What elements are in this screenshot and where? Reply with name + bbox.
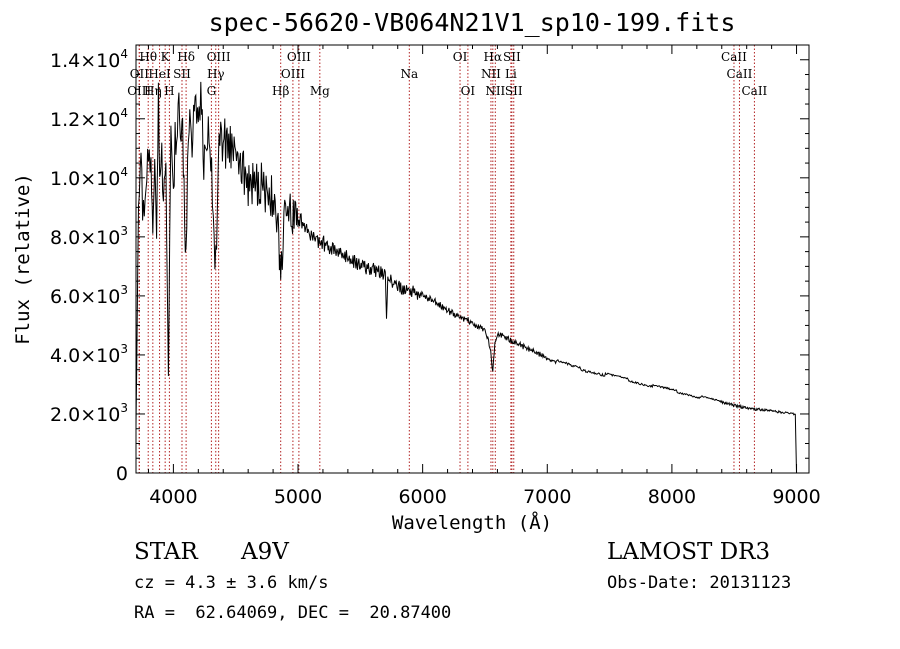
line-label-hη: Hη: [144, 84, 162, 98]
line-label-k: K: [161, 50, 171, 64]
y-tick-exponent: 3: [120, 401, 128, 415]
y-tick-exponent: 4: [120, 47, 128, 61]
line-label-li: Li: [505, 67, 517, 81]
y-tick-exponent: 4: [120, 106, 128, 120]
line-label-oi: OI: [453, 50, 468, 64]
y-tick-mantissa: 8.0×10: [50, 227, 120, 249]
line-label-sii: SII: [503, 50, 521, 64]
x-tick-label: 9000: [772, 486, 820, 508]
y-tick-label: 2.0×103: [50, 401, 128, 426]
line-label-hγ: Hγ: [207, 67, 225, 81]
y-tick-label: 0: [116, 463, 128, 485]
plot-frame: [135, 44, 810, 474]
line-label-caii: CaII: [721, 50, 747, 64]
x-tick-label: 4000: [149, 486, 197, 508]
x-axis-label: Wavelength (Å): [392, 511, 552, 534]
y-tick-label: 4.0×103: [50, 342, 128, 367]
y-tick-mantissa: 1.4×10: [50, 50, 120, 72]
chart-title: spec-56620-VB064N21V1_sp10-199.fits: [209, 8, 736, 37]
survey-name: LAMOST DR3: [607, 539, 771, 565]
y-tick-mantissa: 1.0×10: [50, 168, 120, 190]
line-label-nii: NII: [481, 67, 501, 81]
y-tick-mantissa: 1.2×10: [50, 109, 120, 131]
line-label-caii: CaII: [727, 67, 753, 81]
y-tick-exponent: 3: [120, 283, 128, 297]
line-label-hδ: Hδ: [177, 50, 195, 64]
coordinates: RA = 62.64069, DEC = 20.87400: [134, 603, 452, 623]
y-tick-label: 1.4×104: [50, 47, 128, 72]
line-label-oiii: OIII: [281, 67, 305, 81]
spectral-line-markers: [138, 45, 755, 473]
x-tick-label: 8000: [648, 486, 696, 508]
line-label-hα: Hα: [484, 50, 503, 64]
y-tick-label: 1.2×104: [50, 106, 128, 131]
line-label-caii: CaII: [741, 84, 767, 98]
line-label-hβ: Hβ: [272, 84, 289, 98]
y-tick-exponent: 3: [120, 342, 128, 356]
subclass: A9V: [241, 539, 289, 565]
y-tick-label: 8.0×103: [50, 224, 128, 249]
line-label-oiii: OIII: [127, 84, 151, 98]
line-label-na: Na: [400, 67, 418, 81]
object-class: STAR: [134, 539, 198, 565]
line-label-hθ: Hθ: [139, 50, 157, 64]
flux-series: [135, 81, 797, 474]
y-tick-label: 6.0×103: [50, 283, 128, 308]
y-axis: 02.0×1034.0×1036.0×1038.0×1031.0×1041.2×…: [50, 47, 809, 485]
y-tick-exponent: 3: [120, 224, 128, 238]
x-axis: 4000 5000 6000 7000 8000 9000: [147, 45, 821, 508]
line-label-oiii: OIII: [287, 50, 311, 64]
line-label-hei: HeI: [148, 67, 171, 81]
y-tick-mantissa: 4.0×10: [50, 345, 120, 367]
x-tick-label: 7000: [523, 486, 571, 508]
y-tick-mantissa: 6.0×10: [50, 286, 120, 308]
line-label-oi: OI: [461, 84, 476, 98]
y-tick-label: 1.0×104: [50, 165, 128, 190]
y-tick-mantissa: 2.0×10: [50, 404, 120, 426]
line-label-sii: SII: [173, 67, 191, 81]
series-flux: [135, 81, 797, 474]
line-label-oiii: OIII: [207, 50, 231, 64]
line-label-sii: SII: [505, 84, 523, 98]
redshift-velocity: cz = 4.3 ± 3.6 km/s: [134, 573, 329, 593]
line-label-oii: OII: [130, 67, 150, 81]
y-axis-label: Flux (relative): [12, 173, 34, 345]
line-label-mg: Mg: [310, 84, 330, 98]
y-tick-exponent: 4: [120, 165, 128, 179]
line-label-nii: NII: [485, 84, 505, 98]
line-label-g: G: [207, 84, 217, 98]
line-label-h: H: [164, 84, 174, 98]
obs-date: Obs-Date: 20131123: [607, 573, 792, 593]
x-tick-label: 5000: [274, 486, 322, 508]
x-tick-label: 6000: [398, 486, 446, 508]
y-tick-mantissa: 0: [116, 463, 128, 485]
